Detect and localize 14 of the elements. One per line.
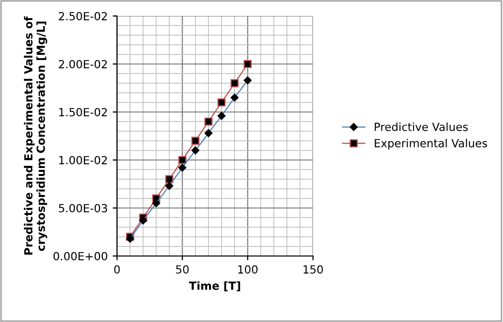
y-tick-label: 2.50E-02 xyxy=(58,12,107,20)
y-tick-label: 1.00E-02 xyxy=(59,156,107,164)
legend-label: Experimental Values xyxy=(374,138,488,150)
y-tick-label: 1.50E-02 xyxy=(59,108,107,116)
legend-label: Predictive Values xyxy=(374,122,468,132)
y-tick-label: 0.00E+00 xyxy=(53,252,108,260)
x-axis-title: Time [T] xyxy=(189,281,240,292)
y-tick-label: 5.00E-03 xyxy=(58,204,108,212)
y-axis-title: Predictive and Experimental Values of crystospridium Concentration [Mg/L] xyxy=(24,16,48,255)
x-tick-label: 100 xyxy=(238,265,258,274)
x-tick-label: 0 xyxy=(114,265,120,274)
x-tick-label: 150 xyxy=(304,265,323,274)
x-tick-label: 50 xyxy=(176,265,189,274)
y-tick-label: 2.00E-02 xyxy=(58,60,107,68)
